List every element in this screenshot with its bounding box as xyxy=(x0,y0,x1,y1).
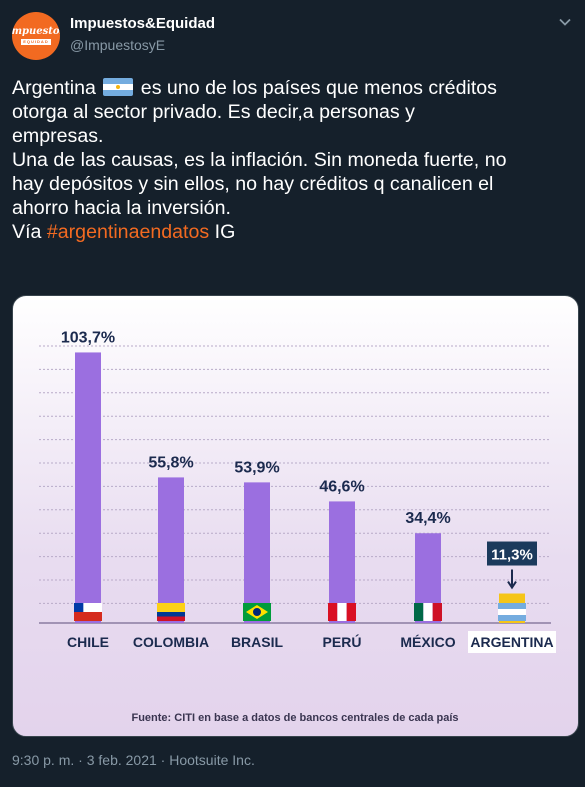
footer-sep-1: · xyxy=(74,752,87,768)
value-label-5: 11,3% xyxy=(491,547,533,564)
tweet-client[interactable]: Hootsuite Inc. xyxy=(169,752,255,768)
chart-source: Fuente: CITI en base a datos de bancos c… xyxy=(131,712,458,724)
tweet-time[interactable]: 9:30 p. m. xyxy=(12,752,75,768)
tweet-image[interactable]: 103,7% CHILE 55,8% COLOMBIA 53,9% BRASIL 46,6%… xyxy=(12,295,579,737)
tweet-line-5: hay depósitos y sin ellos, no hay crédit… xyxy=(12,173,494,195)
category-label-1: COLOMBIA xyxy=(133,634,209,650)
avatar[interactable]: Impuestos EQUIDAD xyxy=(12,12,60,60)
tweet-date[interactable]: 3 feb. 2021 xyxy=(86,752,157,768)
value-label-3: 46,6% xyxy=(319,478,364,495)
value-label-0: 103,7% xyxy=(61,329,115,346)
footer-sep-2: · xyxy=(156,752,170,768)
author-name[interactable]: Impuestos&Equidad xyxy=(70,15,216,32)
tweet-text: Argentina es uno de los países que menos… xyxy=(12,76,577,244)
bar-2 xyxy=(244,482,270,623)
highlight-label-box xyxy=(487,541,537,566)
avatar-logo-sub: EQUIDAD xyxy=(21,39,51,45)
author-handle[interactable]: @ImpuestosyE xyxy=(70,37,166,53)
chevron-down-icon[interactable] xyxy=(559,16,571,28)
bar-1 xyxy=(158,477,184,623)
mexico-flag-icon xyxy=(414,603,442,621)
value-label-2: 53,9% xyxy=(234,459,279,476)
tweet-line-7a: Vía xyxy=(12,221,47,243)
value-label-1: 55,8% xyxy=(148,454,193,471)
highlight-category-box xyxy=(468,631,556,653)
category-label-5: ARGENTINA xyxy=(470,634,553,650)
tweet-line-1b: es uno de los países que menos créditos xyxy=(140,77,497,99)
tweet-line-4: Una de las causas, es la inflación. Sin … xyxy=(12,149,507,171)
tweet-line-2: otorga al sector privado. Es decir,a per… xyxy=(12,101,415,123)
category-label-0: CHILE xyxy=(67,634,109,650)
tweet-footer: 9:30 p. m. · 3 feb. 2021 · Hootsuite Inc… xyxy=(12,752,255,768)
hashtag-link[interactable]: #argentinaendatos xyxy=(46,221,210,243)
colombia-flag-icon xyxy=(157,603,185,621)
value-label-4: 34,4% xyxy=(405,510,450,527)
argentina-flag-emoji-icon xyxy=(103,78,134,96)
tweet-line-1a: Argentina xyxy=(12,77,96,99)
arrow-down-icon xyxy=(507,569,517,590)
category-label-2: BRASIL xyxy=(231,634,284,650)
bar-chart: 103,7% CHILE 55,8% COLOMBIA 53,9% BRASIL 46,6%… xyxy=(39,329,556,724)
avatar-logo-text: Impuestos xyxy=(12,26,60,37)
tweet-line-6: ahorro hacia la inversión. xyxy=(12,197,231,219)
brazil-flag-icon xyxy=(243,603,271,621)
tweet-line-7b: IG xyxy=(209,221,236,243)
bar-3 xyxy=(329,501,355,623)
category-label-3: PERÚ xyxy=(323,633,362,650)
peru-flag-icon xyxy=(328,603,356,621)
argentina-flag-icon xyxy=(498,603,526,621)
tweet-line-3: empresas. xyxy=(12,125,104,147)
category-label-4: MÉXICO xyxy=(400,634,455,650)
bar-0 xyxy=(75,352,101,623)
chile-flag-icon xyxy=(74,603,102,621)
